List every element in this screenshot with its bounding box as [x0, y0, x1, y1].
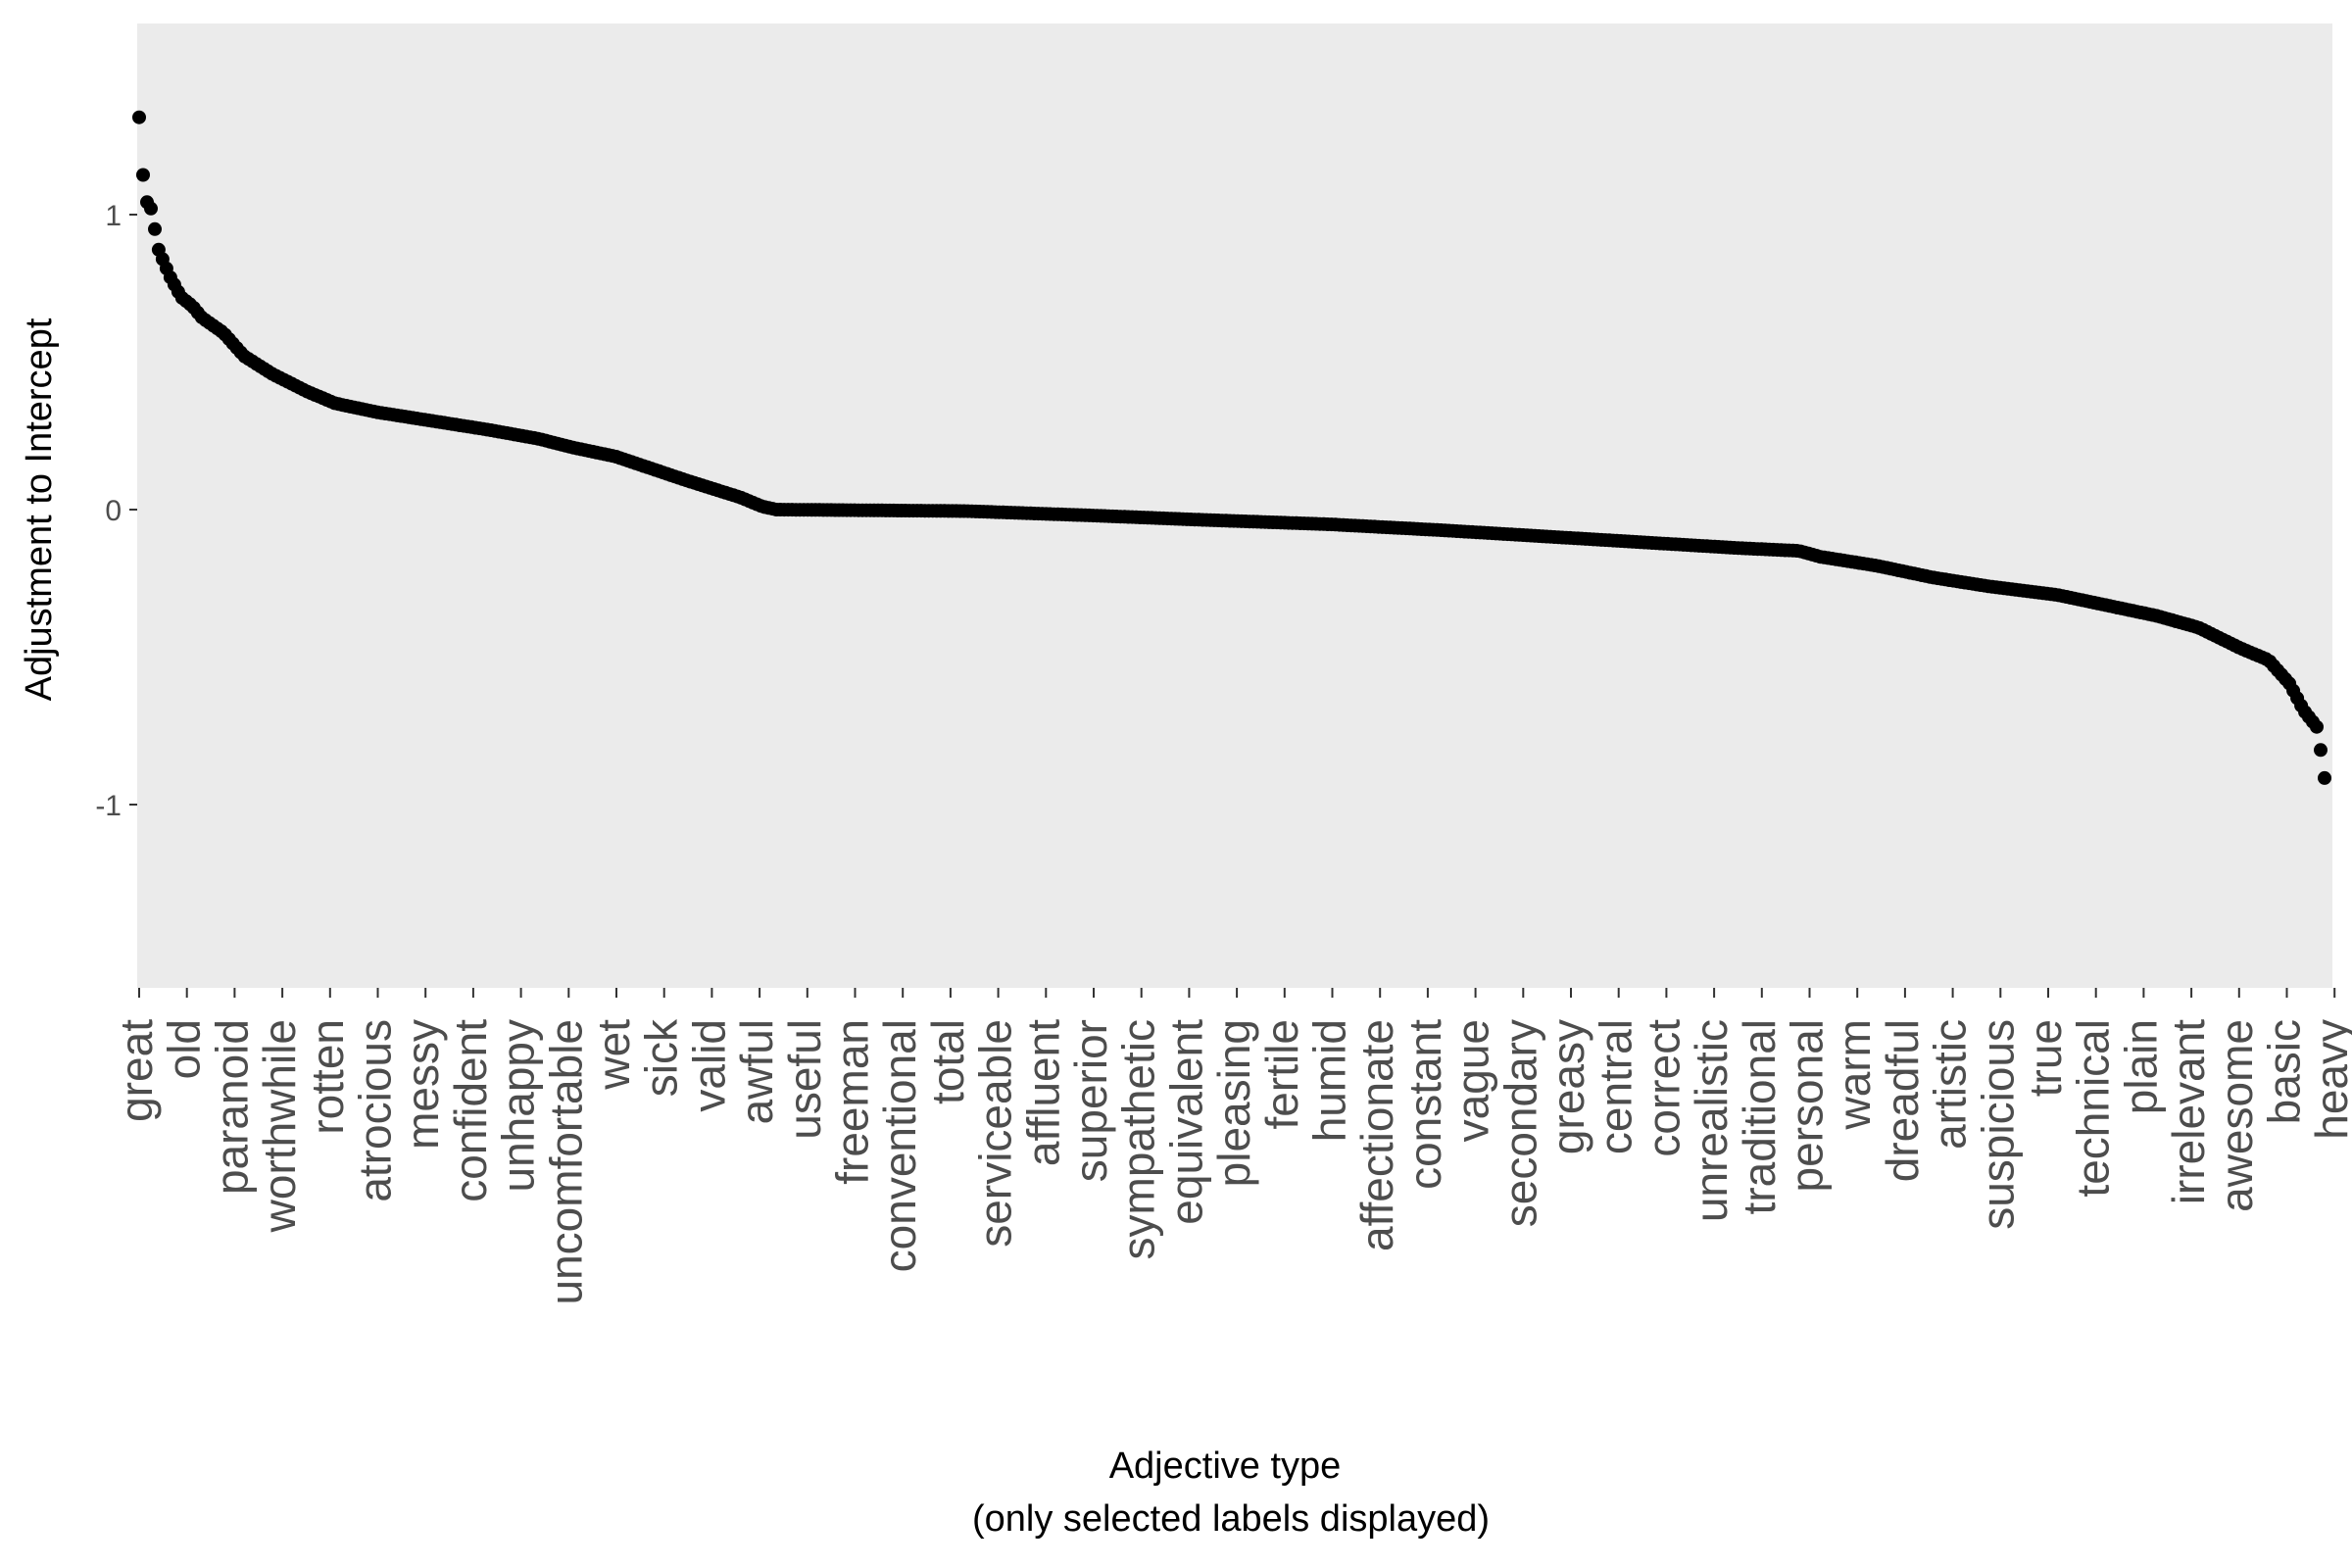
- x-tick-label: secondary: [1494, 1019, 1545, 1227]
- x-tick-label: basic: [2259, 1019, 2310, 1124]
- x-tick-label: affluent: [1017, 1019, 1068, 1166]
- x-tick-label: confident: [445, 1019, 496, 1202]
- x-tick-label: atrocious: [350, 1019, 401, 1202]
- x-tick-label: technical: [2068, 1019, 2119, 1198]
- x-tick-label: superior: [1065, 1019, 1116, 1182]
- x-tick-label: plain: [2115, 1019, 2166, 1114]
- x-tick-label: paranoid: [206, 1019, 257, 1195]
- x-tick-label: warm: [1829, 1019, 1880, 1130]
- data-point: [136, 168, 150, 182]
- x-tick-label: freeman: [827, 1019, 878, 1185]
- x-tick-label: messy: [397, 1019, 448, 1150]
- data-point: [132, 110, 146, 124]
- x-tick-label: great: [111, 1019, 162, 1122]
- plot-panel: [137, 24, 2332, 988]
- x-tick-label: wet: [588, 1019, 639, 1091]
- x-tick-label: vague: [1447, 1019, 1498, 1142]
- x-tick-label: old: [159, 1019, 210, 1079]
- x-tick-label: uncomfortable: [540, 1019, 591, 1305]
- x-tick-label: humid: [1304, 1019, 1355, 1142]
- x-tick-label: constant: [1399, 1019, 1450, 1190]
- x-axis-title: Adjective type: [1109, 1446, 1342, 1487]
- x-tick-label: pleasing: [1208, 1019, 1259, 1187]
- x-tick-label: artistic: [1925, 1019, 1976, 1150]
- x-tick-label: correct: [1638, 1019, 1689, 1157]
- x-tick-label: serviceable: [970, 1019, 1021, 1248]
- x-tick-label: personal: [1782, 1019, 1833, 1192]
- x-tick-label: conventional: [874, 1019, 925, 1272]
- x-tick-label: heavy: [2306, 1019, 2352, 1140]
- x-tick-label: affectionate: [1351, 1019, 1402, 1251]
- x-tick-label: useful: [779, 1019, 830, 1140]
- x-tick-label: irrelevant: [2163, 1019, 2214, 1204]
- x-tick-label: valid: [683, 1019, 734, 1112]
- x-tick-label: awesome: [2211, 1019, 2262, 1212]
- y-tick-label: -1: [95, 790, 122, 822]
- x-tick-label: central: [1591, 1019, 1642, 1154]
- y-tick-label: 0: [105, 495, 122, 527]
- data-point: [2318, 770, 2331, 785]
- x-tick-label: sympathetic: [1113, 1019, 1164, 1259]
- x-tick-label: sick: [636, 1018, 687, 1097]
- x-tick-label: traditional: [1734, 1019, 1785, 1214]
- x-tick-label: worthwhile: [254, 1019, 305, 1233]
- x-tick-label: equivalent: [1160, 1019, 1211, 1225]
- x-tick-label: true: [2020, 1019, 2071, 1097]
- data-point: [148, 221, 162, 236]
- y-axis-title: Adjustment to Intercept: [19, 318, 60, 701]
- y-tick-label: 1: [105, 200, 122, 232]
- data-point: [144, 201, 158, 216]
- x-tick-label: dreadful: [1877, 1019, 1928, 1182]
- x-tick-label: greasy: [1543, 1019, 1593, 1154]
- x-tick-label: awful: [731, 1019, 782, 1124]
- x-tick-label: unrealistic: [1686, 1019, 1737, 1222]
- x-tick-label: suspicious: [1972, 1019, 2023, 1230]
- x-tick-label: rotten: [302, 1019, 353, 1135]
- data-point: [2310, 719, 2324, 734]
- x-tick-label: fertile: [1256, 1019, 1307, 1129]
- x-axis-subtitle: (only selected labels displayed): [972, 1498, 1490, 1540]
- data-point: [2314, 743, 2328, 758]
- x-tick-label: unhappy: [493, 1019, 544, 1193]
- x-tick-label: total: [922, 1019, 973, 1104]
